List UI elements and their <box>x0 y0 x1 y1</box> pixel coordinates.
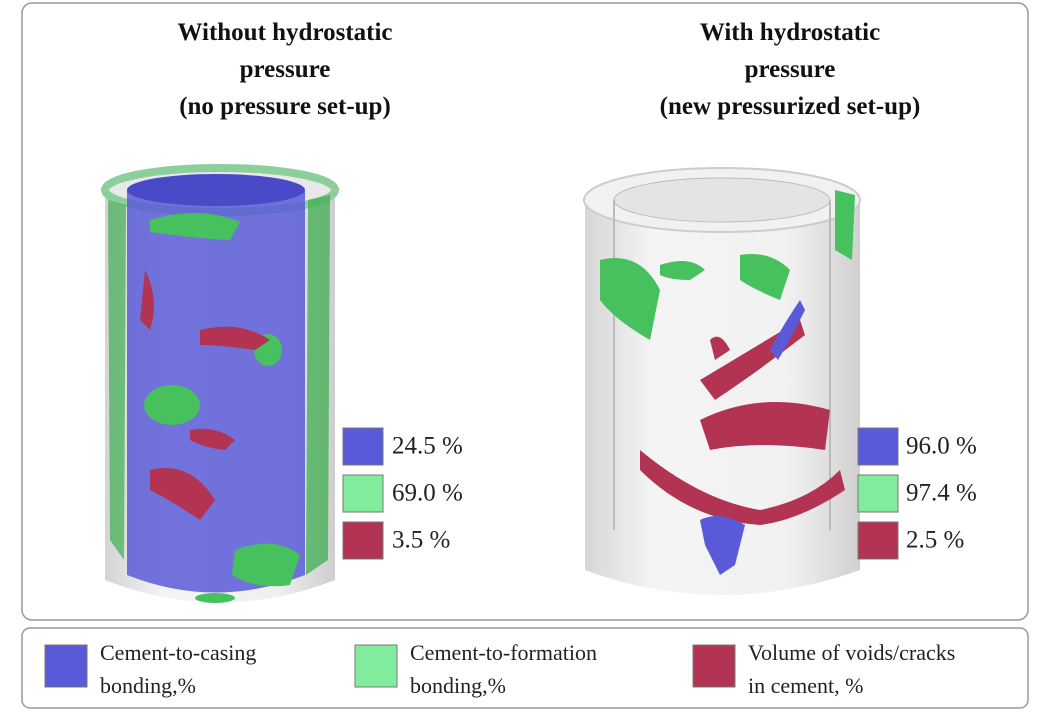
legend-label: bonding,% <box>100 673 196 698</box>
panel-title: pressure <box>240 56 331 83</box>
value-swatch <box>343 475 383 512</box>
value-label: 3.5 % <box>392 527 450 554</box>
legend-label: Cement-to-casing <box>100 640 256 665</box>
value-label: 24.5 % <box>392 433 463 460</box>
legend-label: Cement-to-formation <box>410 640 597 665</box>
value-swatch <box>858 475 898 512</box>
panel-title: Without hydrostatic <box>177 19 392 46</box>
cylinder-render <box>584 168 860 595</box>
panel-title: pressure <box>745 56 836 83</box>
legend-label: in cement, % <box>748 673 863 698</box>
panel-title: (no pressure set-up) <box>179 93 391 120</box>
value-swatch <box>858 522 898 559</box>
legend-label: bonding,% <box>410 673 506 698</box>
panel-title: (new pressurized set-up) <box>660 93 921 120</box>
value-label: 69.0 % <box>392 480 463 507</box>
value-swatch <box>343 428 383 465</box>
cylinder-render <box>105 168 335 603</box>
figure: Without hydrostatic pressure (no pressur… <box>0 0 1038 712</box>
legend-label: Volume of voids/cracks <box>748 640 955 665</box>
value-swatch <box>343 522 383 559</box>
panel-title: With hydrostatic <box>700 19 880 46</box>
legend-swatch <box>45 645 87 687</box>
value-swatch <box>858 428 898 465</box>
value-label: 96.0 % <box>906 433 977 460</box>
value-label: 97.4 % <box>906 480 977 507</box>
legend-swatch <box>355 645 397 687</box>
value-label: 2.5 % <box>906 527 964 554</box>
legend-swatch <box>693 645 735 687</box>
